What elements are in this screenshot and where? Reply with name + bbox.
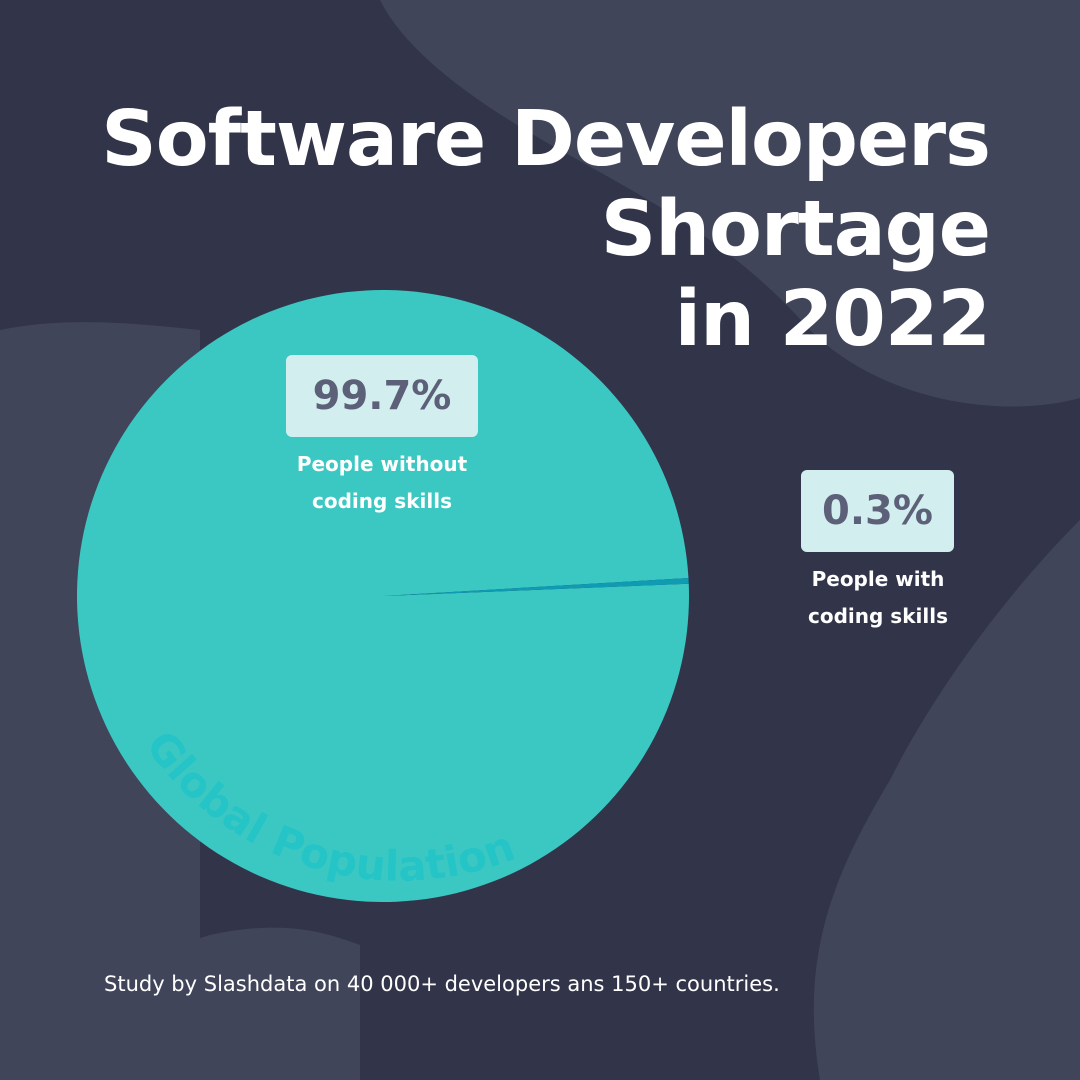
pie-slices (77, 290, 689, 903)
source-note: Study by Slashdata on 40 000+ developers… (104, 972, 780, 996)
value-badge-without-coding: 99.7% (286, 355, 478, 437)
value-with-coding: 0.3% (822, 488, 933, 534)
slice-label-without-coding: People without coding skills (262, 446, 502, 520)
title-line-3: in 2022 (674, 275, 991, 364)
label-without-coding-line-2: coding skills (312, 489, 452, 513)
background-blob-top (380, 0, 1080, 407)
title-line-2: Shortage (600, 185, 991, 274)
label-without-coding-line-1: People without (296, 452, 468, 476)
background-blob-right (813, 520, 1080, 1080)
value-badge-with-coding: 0.3% (801, 470, 954, 552)
pie-slice-with-coding (383, 578, 689, 596)
pie-slice-without-coding (77, 290, 689, 903)
chart-title: Software Developers Shortage in 2022 (101, 95, 991, 365)
value-without-coding: 99.7% (312, 373, 452, 419)
label-with-coding-line-2: coding skills (808, 604, 948, 628)
title-line-1: Software Developers (101, 95, 991, 184)
label-with-coding-line-1: People with (811, 567, 945, 591)
slice-label-with-coding: People with coding skills (778, 561, 978, 635)
background-blob-bottom (0, 927, 360, 1080)
